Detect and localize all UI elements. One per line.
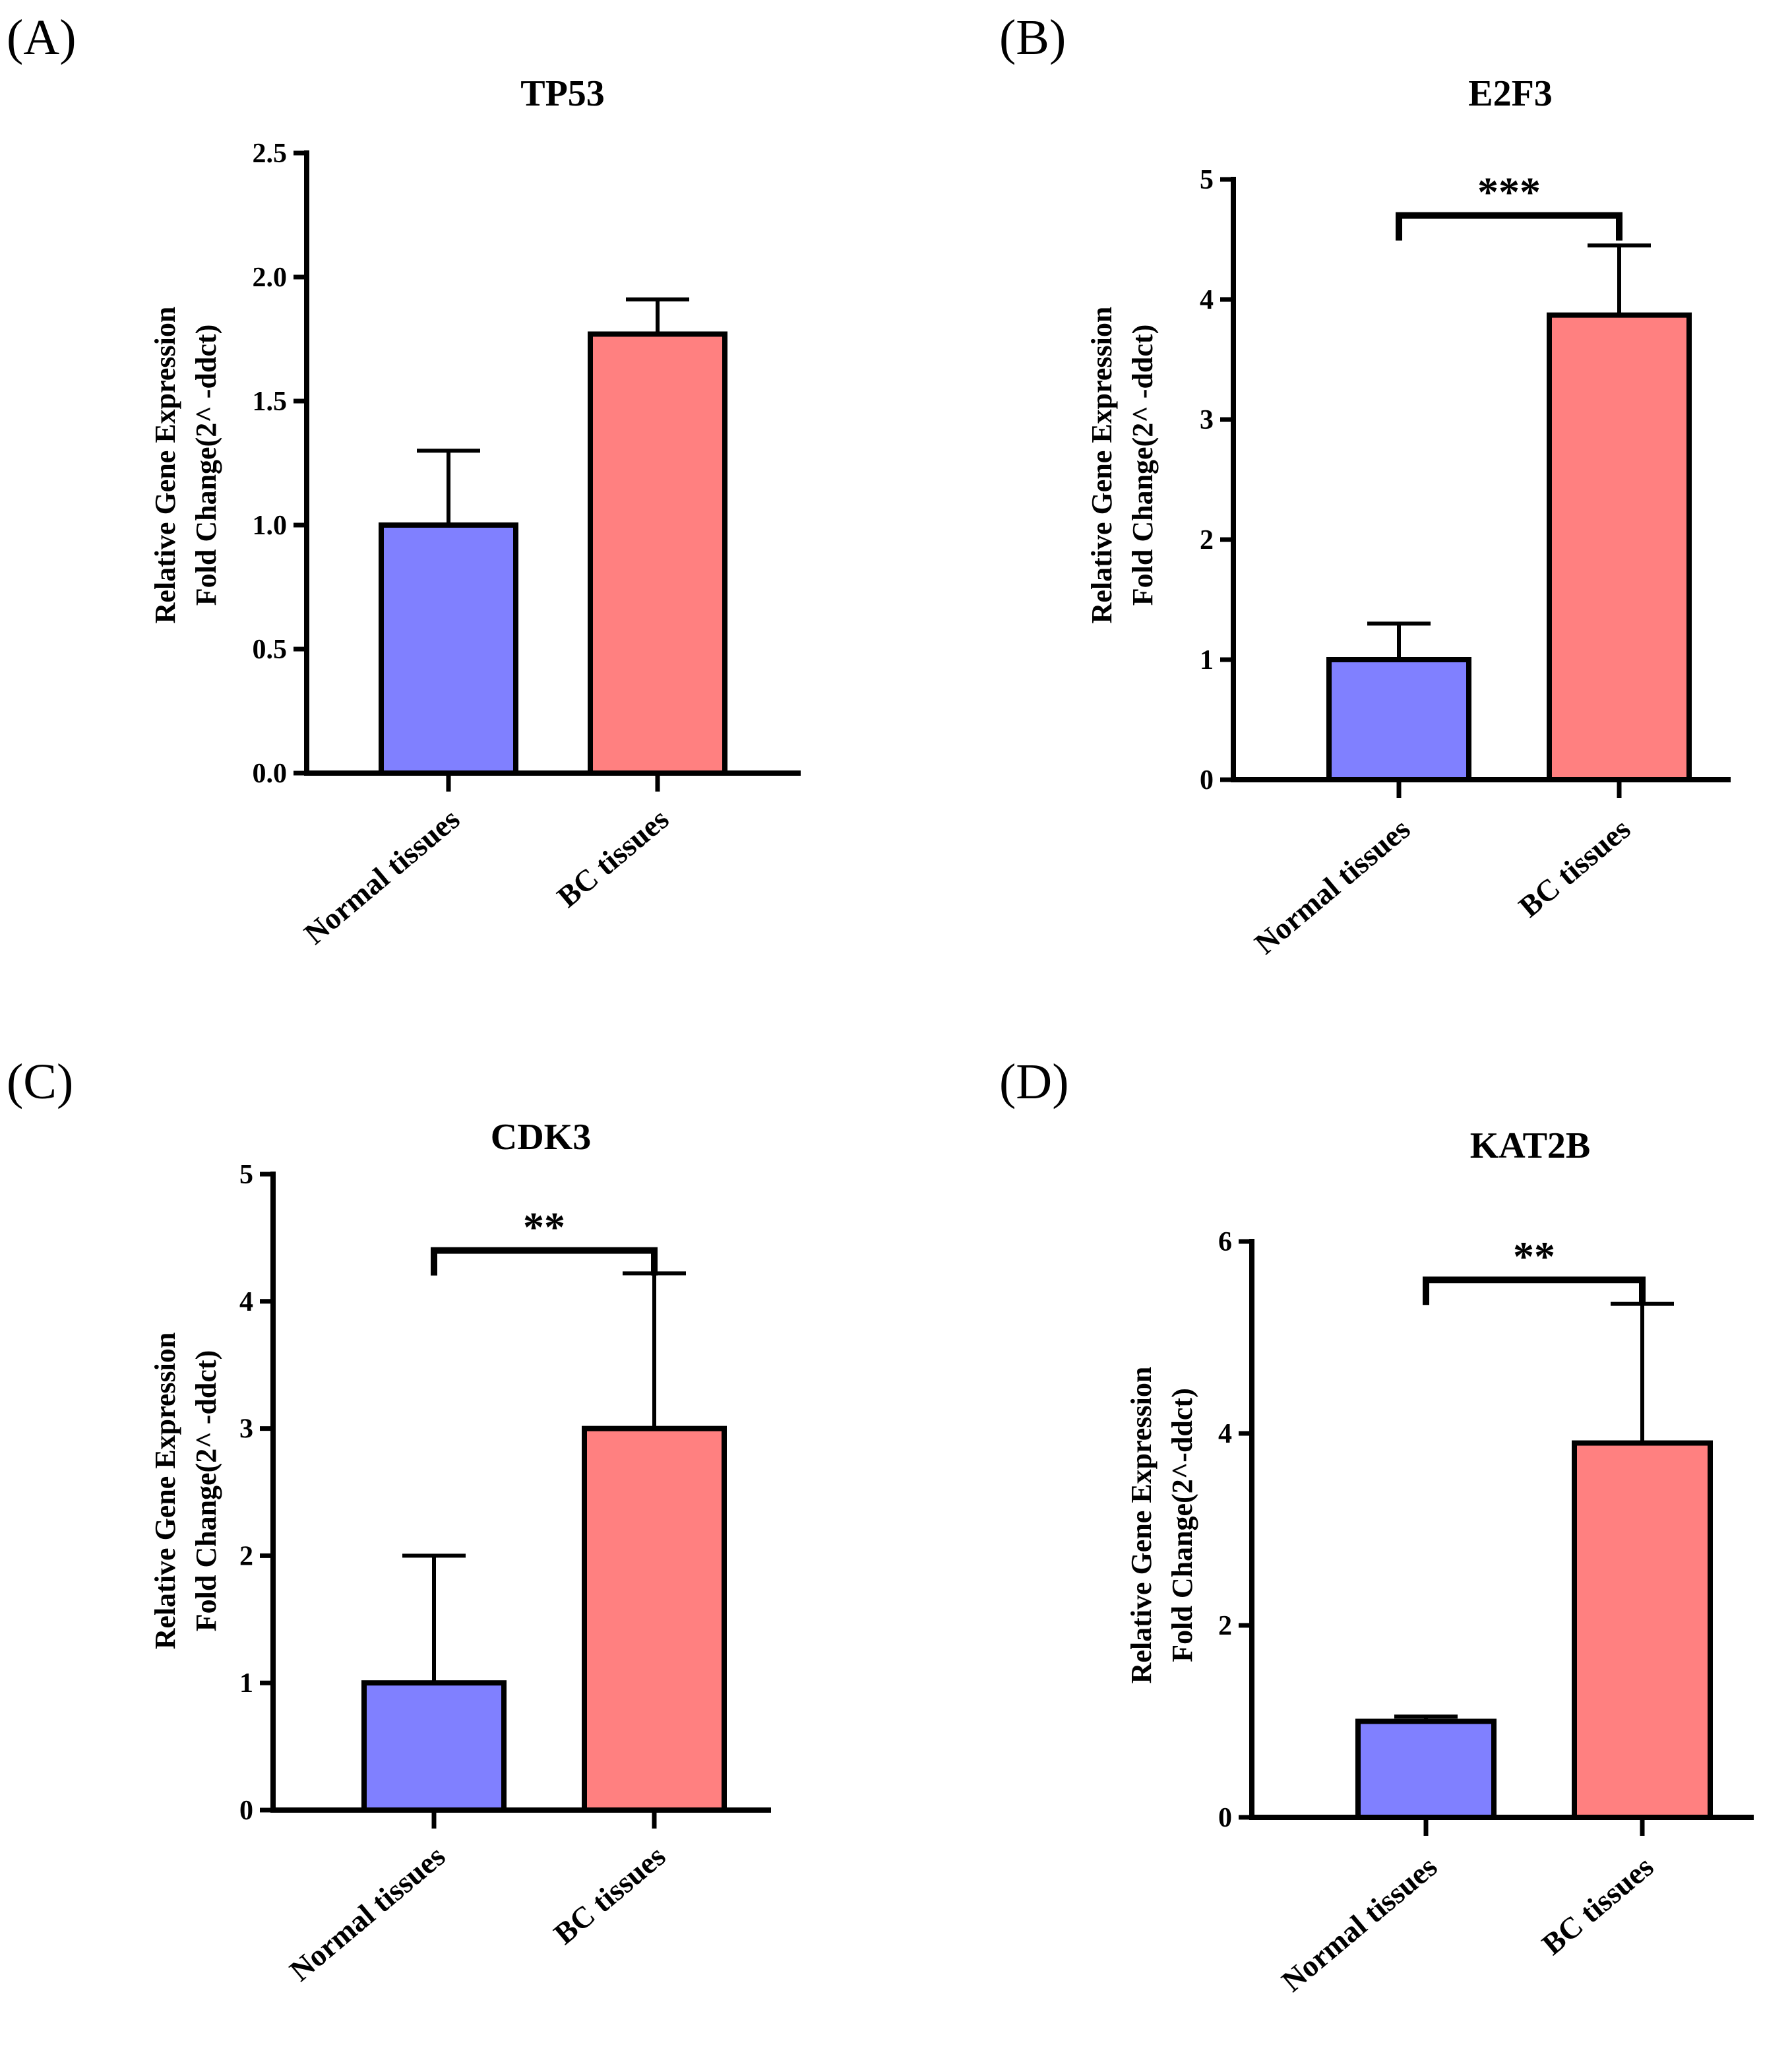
bar-bc-tissues	[1547, 312, 1692, 783]
panel-letter: (A)	[7, 10, 77, 65]
significance-bracket	[1396, 212, 1622, 241]
chart-title: E2F3	[1468, 73, 1553, 114]
y-tick-label: 2	[239, 1541, 253, 1571]
y-tick-label: 2.0	[253, 263, 288, 293]
y-tick-label: 0	[1218, 1803, 1232, 1833]
y-tick-label: 2	[1200, 525, 1214, 555]
y-tick-label: 2	[1218, 1611, 1232, 1641]
y-tick-label: 2.5	[253, 139, 288, 169]
chart-title: CDK3	[491, 1117, 591, 1158]
y-tick-label: 5	[1200, 165, 1214, 195]
y-axis-label-line2: Fold Change(2^ -ddct)	[190, 325, 222, 606]
significance-stars: **	[1513, 1233, 1555, 1280]
significance-stars: **	[523, 1204, 565, 1251]
chart-title: KAT2B	[1470, 1125, 1591, 1166]
y-axis-label-line1: Relative Gene Expression	[1125, 1367, 1158, 1684]
significance-bracket	[1423, 1276, 1646, 1305]
y-tick-label: 0	[1200, 765, 1214, 796]
y-tick-label: 4	[1218, 1419, 1232, 1449]
bar-normal-tissues	[361, 1680, 507, 1813]
y-axis-label-line1: Relative Gene Expression	[149, 307, 181, 624]
bar-bc-tissues	[588, 331, 727, 776]
y-tick-label: 1.5	[253, 387, 288, 417]
y-tick-label: 0.5	[253, 635, 288, 665]
y-axis-label: Relative Gene Expression Fold Change(2^ …	[1086, 307, 1159, 624]
y-axis-label-line1: Relative Gene Expression	[149, 1332, 181, 1650]
panel-letter: (D)	[999, 1054, 1069, 1110]
y-axis-label: Relative Gene Expression Fold Change(2^ …	[149, 307, 222, 624]
bar-bc-tissues	[1572, 1440, 1713, 1821]
y-tick-label: 4	[239, 1287, 253, 1317]
y-axis-label-line2: Fold Change(2^-ddct)	[1166, 1388, 1198, 1662]
y-tick-label: 0.0	[253, 759, 288, 789]
bar-normal-tissues	[1326, 657, 1471, 782]
y-tick-label: 1	[239, 1668, 253, 1699]
y-tick-label: 1.0	[253, 511, 288, 541]
panel-letter: (B)	[999, 10, 1066, 65]
y-tick-label: 1	[1200, 645, 1214, 675]
y-tick-label: 5	[239, 1160, 253, 1190]
y-tick-label: 4	[1200, 285, 1214, 315]
bar-normal-tissues	[1355, 1718, 1497, 1820]
y-tick-label: 6	[1218, 1227, 1232, 1257]
y-tick-label: 3	[1200, 405, 1214, 435]
y-axis-label-line1: Relative Gene Expression	[1086, 307, 1118, 624]
y-axis-label-line2: Fold Change(2^ -ddct)	[1127, 325, 1159, 606]
significance-bracket	[431, 1247, 658, 1276]
y-axis-label: Relative Gene Expression Fold Change(2^-…	[1125, 1367, 1198, 1684]
bar-bc-tissues	[582, 1426, 727, 1813]
y-tick-label: 0	[239, 1796, 253, 1826]
panel-letter: (C)	[7, 1054, 73, 1110]
panel-a: (A) TP53 Relative Gene Expression Fold C…	[7, 10, 801, 951]
y-axis-label-line2: Fold Change(2^ -ddct)	[190, 1350, 222, 1631]
chart-title: TP53	[520, 73, 605, 114]
y-tick-label: 3	[239, 1414, 253, 1445]
significance-stars: ***	[1477, 169, 1541, 216]
y-axis-label: Relative Gene Expression Fold Change(2^ …	[149, 1332, 222, 1650]
bar-normal-tissues	[379, 522, 518, 776]
